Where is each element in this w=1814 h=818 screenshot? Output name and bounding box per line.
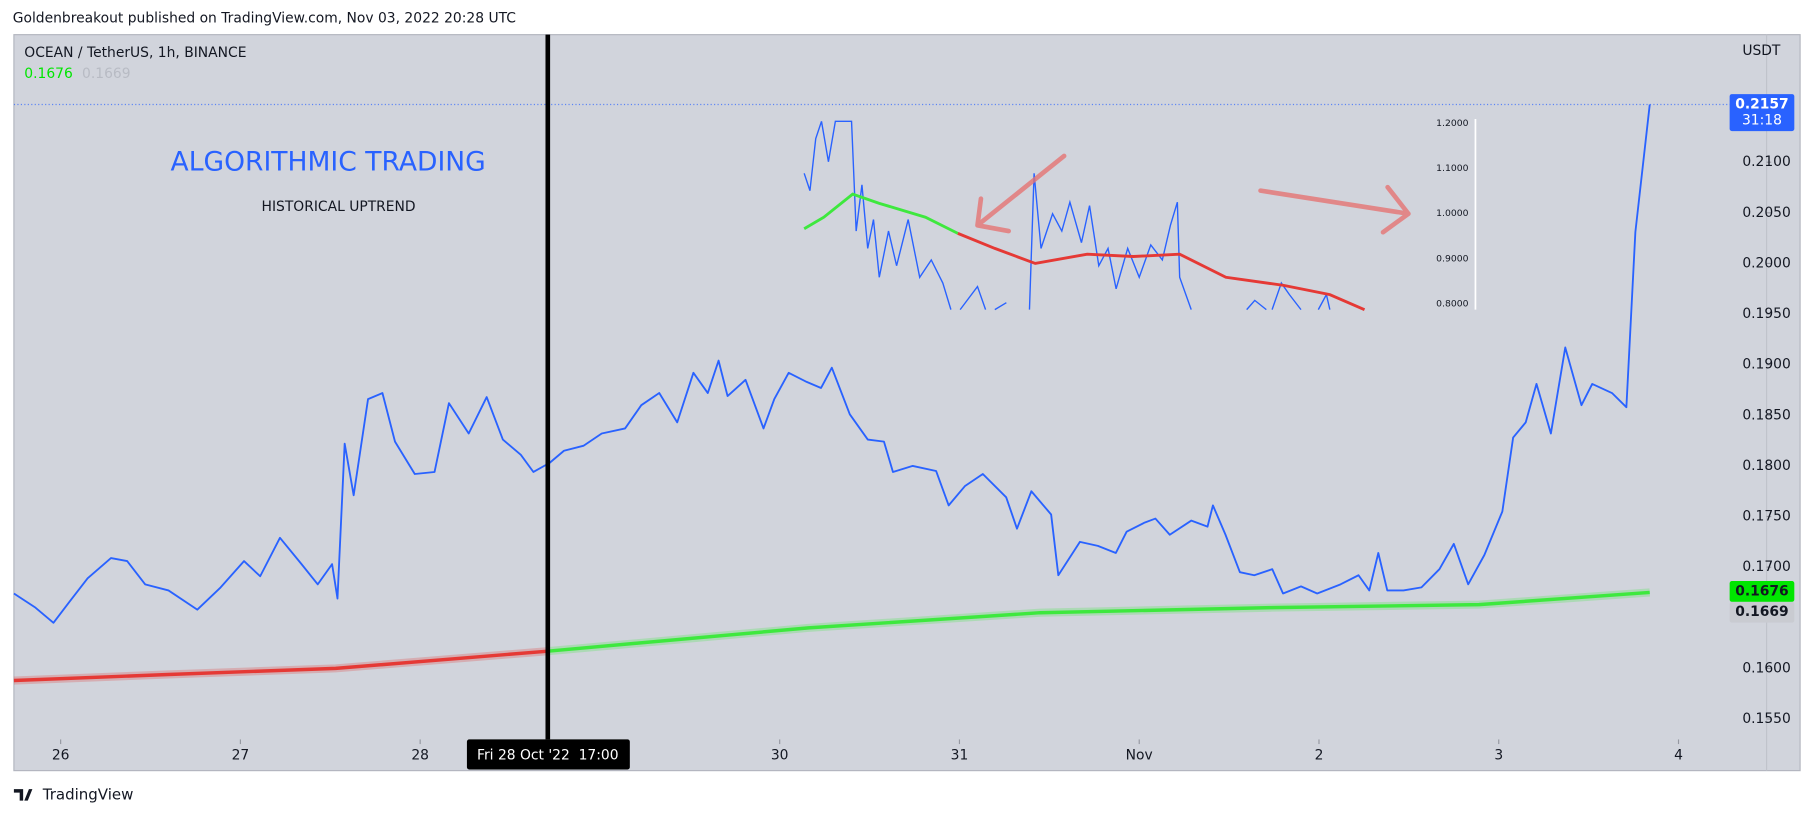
inset-arrow-down xyxy=(975,153,1067,234)
x-tick-label: 4 xyxy=(1674,748,1683,764)
inset-arrow-right xyxy=(1258,184,1411,235)
price-label-box xyxy=(1729,94,1795,132)
y-tick-label: 0.1600 xyxy=(1742,660,1791,676)
plot: 0.15500.16000.16500.17000.17500.18000.18… xyxy=(13,34,1795,770)
logo: TradingView xyxy=(13,785,134,803)
logo-mark xyxy=(13,789,33,801)
y-tick-label: 0.2050 xyxy=(1742,205,1791,221)
price-label: 0.1669 xyxy=(1735,604,1788,620)
legend-value: 0.1676 xyxy=(24,66,72,82)
y-tick-label: 0.1850 xyxy=(1742,407,1791,423)
annotation-subtitle: HISTORICAL UPTREND xyxy=(262,199,416,215)
inset-tick-label: 1.0000 xyxy=(1436,208,1468,219)
price-line xyxy=(13,104,1651,624)
x-tick-label: 3 xyxy=(1494,748,1503,764)
inset-tick-label: 0.8000 xyxy=(1436,298,1468,309)
price-timer: 31:18 xyxy=(1742,113,1782,129)
legend-value: 0.1669 xyxy=(82,66,130,82)
y-tick-label: 0.1550 xyxy=(1742,711,1791,727)
ma-line xyxy=(13,649,548,683)
inset-ma-down xyxy=(957,232,1366,311)
inset-price xyxy=(803,120,1331,311)
currency: USDT xyxy=(1742,43,1781,59)
y-tick-label: 0.1750 xyxy=(1742,509,1791,525)
inset-tick-label: 1.1000 xyxy=(1436,163,1468,174)
inset-tick-label: 0.9000 xyxy=(1436,253,1468,264)
ma-line xyxy=(547,590,1650,653)
y-tick-label: 0.2000 xyxy=(1742,255,1791,271)
crosshair-label-box xyxy=(466,739,630,770)
x-tick-label: 28 xyxy=(411,748,429,764)
x-tick-label: 30 xyxy=(771,748,789,764)
y-tick-label: 0.1950 xyxy=(1742,306,1791,322)
price-label-box xyxy=(1729,581,1795,602)
inset-image xyxy=(803,119,1477,311)
inset-ma-up xyxy=(803,192,959,235)
y-tick-label: 0.1900 xyxy=(1742,357,1791,373)
price-label: 0.1676 xyxy=(1735,583,1788,599)
x-tick-label: 31 xyxy=(951,748,969,764)
price-label: 0.2157 xyxy=(1735,97,1788,113)
y-tick-label: 0.1700 xyxy=(1742,559,1791,575)
x-tick-label: 26 xyxy=(52,748,70,764)
inset-tick-label: 1.2000 xyxy=(1436,118,1468,129)
footer-brand: TradingView xyxy=(42,785,134,803)
x-tick-label: 2 xyxy=(1315,748,1324,764)
symbol-title: OCEAN / TetherUS, 1h, BINANCE xyxy=(24,45,246,61)
y-tick-label: 0.1800 xyxy=(1742,458,1791,474)
x-tick-label: 27 xyxy=(232,748,250,764)
y-tick-label: 0.2100 xyxy=(1742,154,1791,170)
annotation-title: ALGORITHMIC TRADING xyxy=(171,146,486,177)
price-label-box xyxy=(1729,601,1795,623)
chart-panel xyxy=(13,34,1801,772)
publish-header: Goldenbreakout published on TradingView.… xyxy=(13,10,516,26)
inset-ticks: 1.2000 1.1000 1.0000 0.9000 0.8000 xyxy=(1436,118,1468,309)
crosshair-label: Fri 28 Oct '22 17:00 xyxy=(477,748,619,764)
x-tick-label: Nov xyxy=(1126,748,1153,764)
